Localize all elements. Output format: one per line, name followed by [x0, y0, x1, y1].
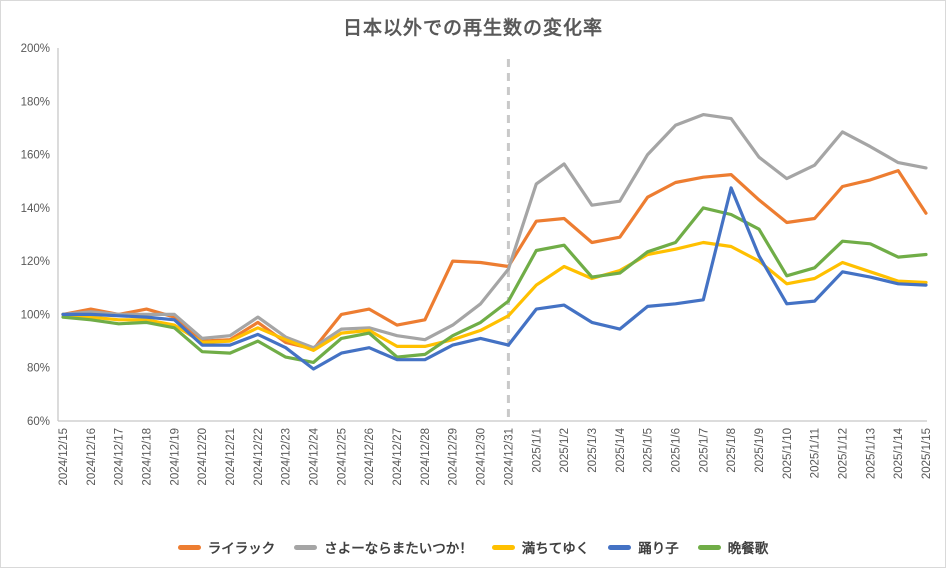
- legend-item: ライラック: [177, 537, 276, 557]
- x-axis-label: 2025/1/15: [921, 428, 933, 479]
- y-axis-label: 200%: [21, 43, 50, 55]
- x-axis-label: 2024/12/28: [420, 428, 432, 486]
- x-axis-label: 2025/1/6: [670, 428, 682, 473]
- legend-swatch: [491, 544, 515, 550]
- x-axis-label: 2024/12/29: [448, 428, 460, 486]
- legend-swatch: [697, 544, 721, 550]
- series-line-1: [61, 112, 928, 350]
- x-axis-label: 2024/12/25: [336, 428, 348, 486]
- x-axis-label: 2025/1/1: [531, 428, 543, 473]
- x-axis-label: 2025/1/13: [865, 428, 877, 479]
- x-axis-label: 2024/12/16: [86, 428, 98, 486]
- x-axis-label: 2024/12/18: [142, 428, 154, 486]
- x-axis-label: 2025/1/2: [559, 428, 571, 473]
- x-axis-label: 2024/12/23: [281, 428, 293, 486]
- y-axis-label: 120%: [21, 256, 50, 268]
- series-line-4: [61, 206, 928, 364]
- legend-label: 晩餐歌: [727, 541, 769, 556]
- legend-item: 晩餐歌: [697, 537, 769, 557]
- legend-swatch: [177, 544, 201, 550]
- x-axis-label: 2025/1/11: [810, 428, 822, 478]
- x-axis-label: 2024/12/30: [476, 428, 488, 486]
- x-axis-label: 2024/12/15: [58, 428, 70, 486]
- x-axis-label: 2025/1/8: [726, 428, 738, 473]
- y-axis-label: 140%: [21, 203, 50, 215]
- y-axis-label: 100%: [21, 309, 50, 321]
- x-axis-label: 2024/12/21: [225, 428, 237, 486]
- y-axis-label: 180%: [21, 96, 50, 108]
- legend-item: さよーならまたいつか！: [294, 537, 473, 557]
- x-axis-label: 2024/12/24: [309, 427, 321, 485]
- legend-label: さよーならまたいつか！: [324, 541, 473, 556]
- x-axis-label: 2024/12/20: [197, 428, 209, 486]
- x-axis-label: 2025/1/4: [615, 427, 627, 472]
- y-axis-label: 60%: [27, 416, 50, 428]
- x-axis-label: 2025/1/10: [782, 428, 794, 479]
- y-axis-label: 80%: [27, 363, 50, 375]
- series-line-3: [61, 186, 928, 371]
- x-axis-label: 2025/1/3: [587, 428, 599, 473]
- legend-swatch: [294, 544, 318, 550]
- x-axis-label: 2025/1/14: [893, 427, 905, 479]
- x-axis-label: 2024/12/17: [114, 428, 126, 486]
- legend-swatch: [608, 544, 632, 550]
- x-axis-label: 2024/12/26: [364, 428, 376, 486]
- x-axis-label: 2025/1/12: [837, 428, 849, 479]
- legend-item: 満ちてゆく: [491, 537, 590, 557]
- legend-label: ライラック: [207, 541, 276, 556]
- legend-item: 踊り子: [608, 537, 679, 557]
- x-axis-label: 2024/12/22: [253, 428, 265, 486]
- series-line-2: [61, 240, 928, 352]
- legend-label: 満ちてゆく: [521, 541, 590, 556]
- x-axis-label: 2025/1/9: [754, 428, 766, 473]
- chart-title: 日本以外での再生数の変化率: [342, 18, 603, 39]
- y-axis-label: 160%: [21, 150, 50, 162]
- x-axis-label: 2024/12/27: [392, 428, 404, 486]
- x-axis-label: 2025/1/5: [643, 428, 655, 473]
- x-axis-label: 2025/1/7: [698, 428, 710, 473]
- x-axis-label: 2024/12/31: [503, 428, 515, 486]
- chart-legend: ライラック さよーならまたいつか！ 満ちてゆく 踊り子 晩餐歌: [1, 532, 945, 562]
- legend-label: 踊り子: [638, 541, 679, 556]
- x-axis-label: 2024/12/19: [169, 428, 181, 486]
